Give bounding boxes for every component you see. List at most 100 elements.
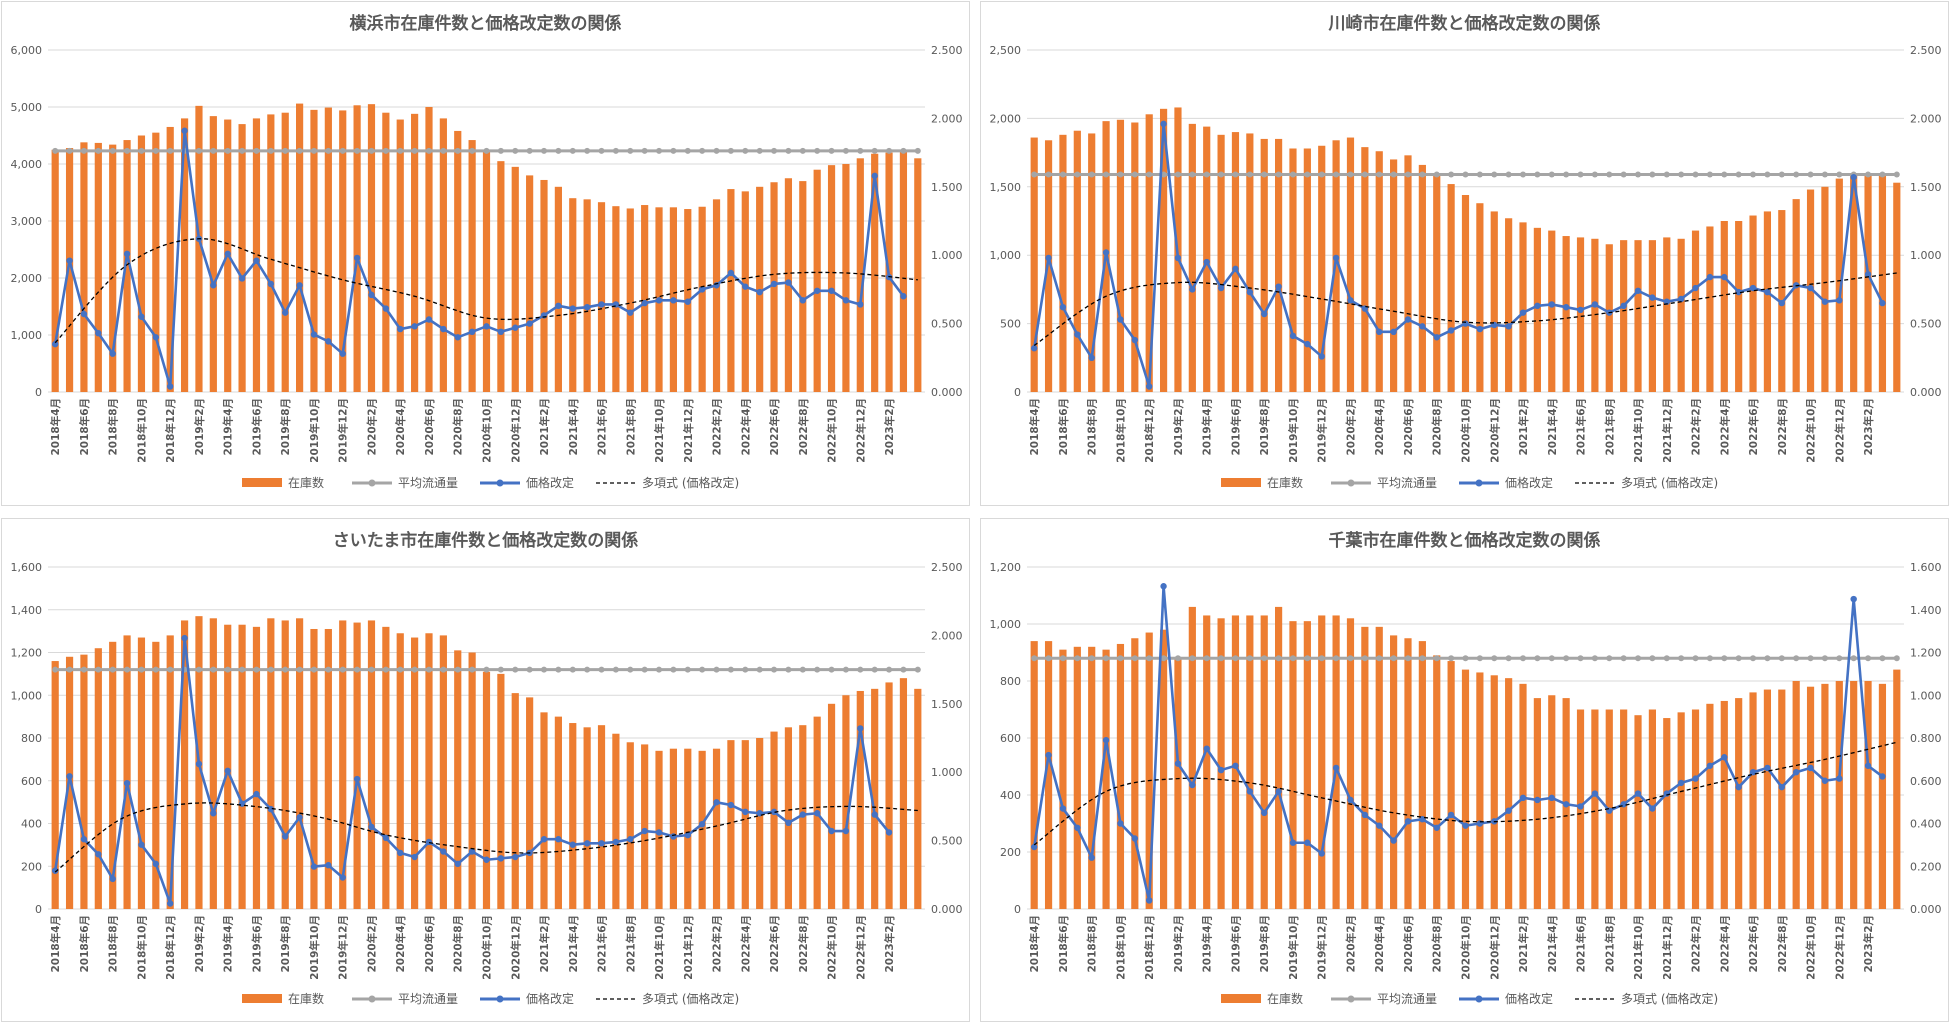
x-tick-label: 2019年2月 [193, 915, 206, 973]
stock-bar [641, 744, 649, 909]
avg-marker [1376, 655, 1383, 662]
x-tick-label: 2021年6月 [1575, 915, 1588, 973]
stock-bar [1735, 221, 1743, 392]
price-marker [353, 775, 361, 783]
legend-price-marker [1475, 995, 1483, 1003]
x-tick-label: 2022年6月 [1747, 915, 1760, 973]
x-tick-label: 2021年2月 [538, 915, 551, 973]
chart-title: さいたま市在庫件数と価格改定数の関係 [333, 530, 639, 551]
avg-marker [1246, 655, 1253, 662]
stock-bar [1548, 230, 1556, 392]
y2-tick-label: 1.500 [1910, 181, 1942, 194]
price-marker [1404, 316, 1412, 323]
x-tick-label: 2022年8月 [797, 398, 810, 456]
price-marker [512, 853, 519, 861]
avg-marker [526, 666, 533, 673]
x-tick-label: 2018年8月 [1086, 915, 1099, 973]
stock-bar [813, 169, 821, 392]
price-marker [95, 851, 102, 858]
price-marker [1534, 796, 1541, 804]
y-tick-label: 1,600 [11, 561, 43, 574]
price-marker [1261, 809, 1268, 817]
x-tick-label: 2022年12月 [1833, 398, 1846, 463]
price-marker [1146, 897, 1153, 904]
avg-marker [512, 147, 519, 154]
price-marker [526, 320, 533, 327]
avg-marker [742, 666, 749, 673]
stock-bar [94, 142, 102, 392]
avg-marker [1433, 171, 1440, 178]
stock-bar [1835, 178, 1843, 392]
price-marker [1289, 839, 1297, 846]
stock-bar [1275, 138, 1283, 392]
avg-marker [1390, 171, 1397, 178]
x-tick-label: 2019年12月 [337, 398, 350, 463]
price-marker [95, 329, 102, 337]
avg-marker [1117, 655, 1124, 662]
avg-marker [1361, 171, 1368, 178]
x-tick-label: 2019年8月 [1258, 915, 1271, 973]
trend-line [1033, 272, 1897, 347]
stock-bar [1318, 615, 1326, 909]
x-tick-label: 2019年4月 [222, 915, 235, 973]
stock-bar [1591, 238, 1599, 392]
price-marker [440, 325, 447, 333]
price-marker [1864, 271, 1872, 278]
avg-marker [124, 666, 131, 673]
price-marker [1347, 796, 1354, 804]
x-tick-label: 2020年8月 [1431, 915, 1444, 973]
x-tick-label: 2020年2月 [1344, 915, 1357, 973]
price-marker [1879, 299, 1886, 307]
x-tick-label: 2018年8月 [1086, 398, 1099, 456]
price-marker [382, 305, 390, 312]
avg-marker [1031, 171, 1038, 178]
y-tick-label: 1,200 [11, 647, 43, 660]
price-marker [1548, 794, 1555, 802]
trend-line [1033, 741, 1897, 846]
x-tick-label: 2019年8月 [279, 398, 292, 456]
avg-marker [1534, 655, 1541, 662]
stock-bar [324, 107, 332, 392]
stock-bar [1605, 244, 1613, 392]
price-marker [885, 829, 893, 836]
stock-bar [382, 626, 390, 909]
price-marker [66, 773, 73, 780]
price-marker [1189, 286, 1196, 293]
x-tick-label: 2021年8月 [624, 915, 637, 973]
price-marker [1088, 854, 1095, 861]
price-marker [641, 299, 648, 307]
price-marker [1131, 336, 1139, 344]
x-tick-label: 2021年10月 [1632, 398, 1645, 463]
stock-bar [1145, 632, 1153, 909]
stock-bar [209, 618, 217, 909]
y-tick-label: 0 [1014, 903, 1021, 916]
avg-marker [469, 666, 476, 673]
stock-bar [856, 158, 864, 392]
avg-marker [541, 147, 548, 154]
price-marker [540, 836, 548, 843]
avg-marker [526, 147, 533, 154]
stock-bar [1663, 718, 1671, 909]
stock-bar [353, 622, 361, 909]
stock-bar [1850, 173, 1858, 392]
price-marker [1102, 249, 1110, 256]
price-marker [181, 634, 188, 642]
stock-bar [482, 150, 491, 392]
price-marker [1217, 284, 1225, 292]
x-tick-label: 2021年12月 [682, 915, 695, 980]
y2-tick-label: 2.500 [931, 561, 963, 574]
price-marker [1189, 781, 1196, 789]
y2-tick-label: 0.500 [931, 835, 963, 848]
stock-bar [511, 693, 519, 909]
avg-marker [368, 147, 375, 154]
stock-bar [899, 678, 908, 909]
price-marker [1836, 297, 1843, 304]
avg-marker [1764, 171, 1771, 178]
price-marker [742, 808, 749, 816]
y-tick-label: 500 [1000, 318, 1021, 331]
stock-bar [626, 742, 634, 909]
price-marker [1433, 824, 1440, 831]
legend: 在庫数 平均流通量 価格改定 多項式 (価格改定) [242, 475, 739, 490]
y-tick-label: 1,200 [990, 561, 1022, 574]
legend-price-label: 価格改定 [1505, 991, 1553, 1006]
